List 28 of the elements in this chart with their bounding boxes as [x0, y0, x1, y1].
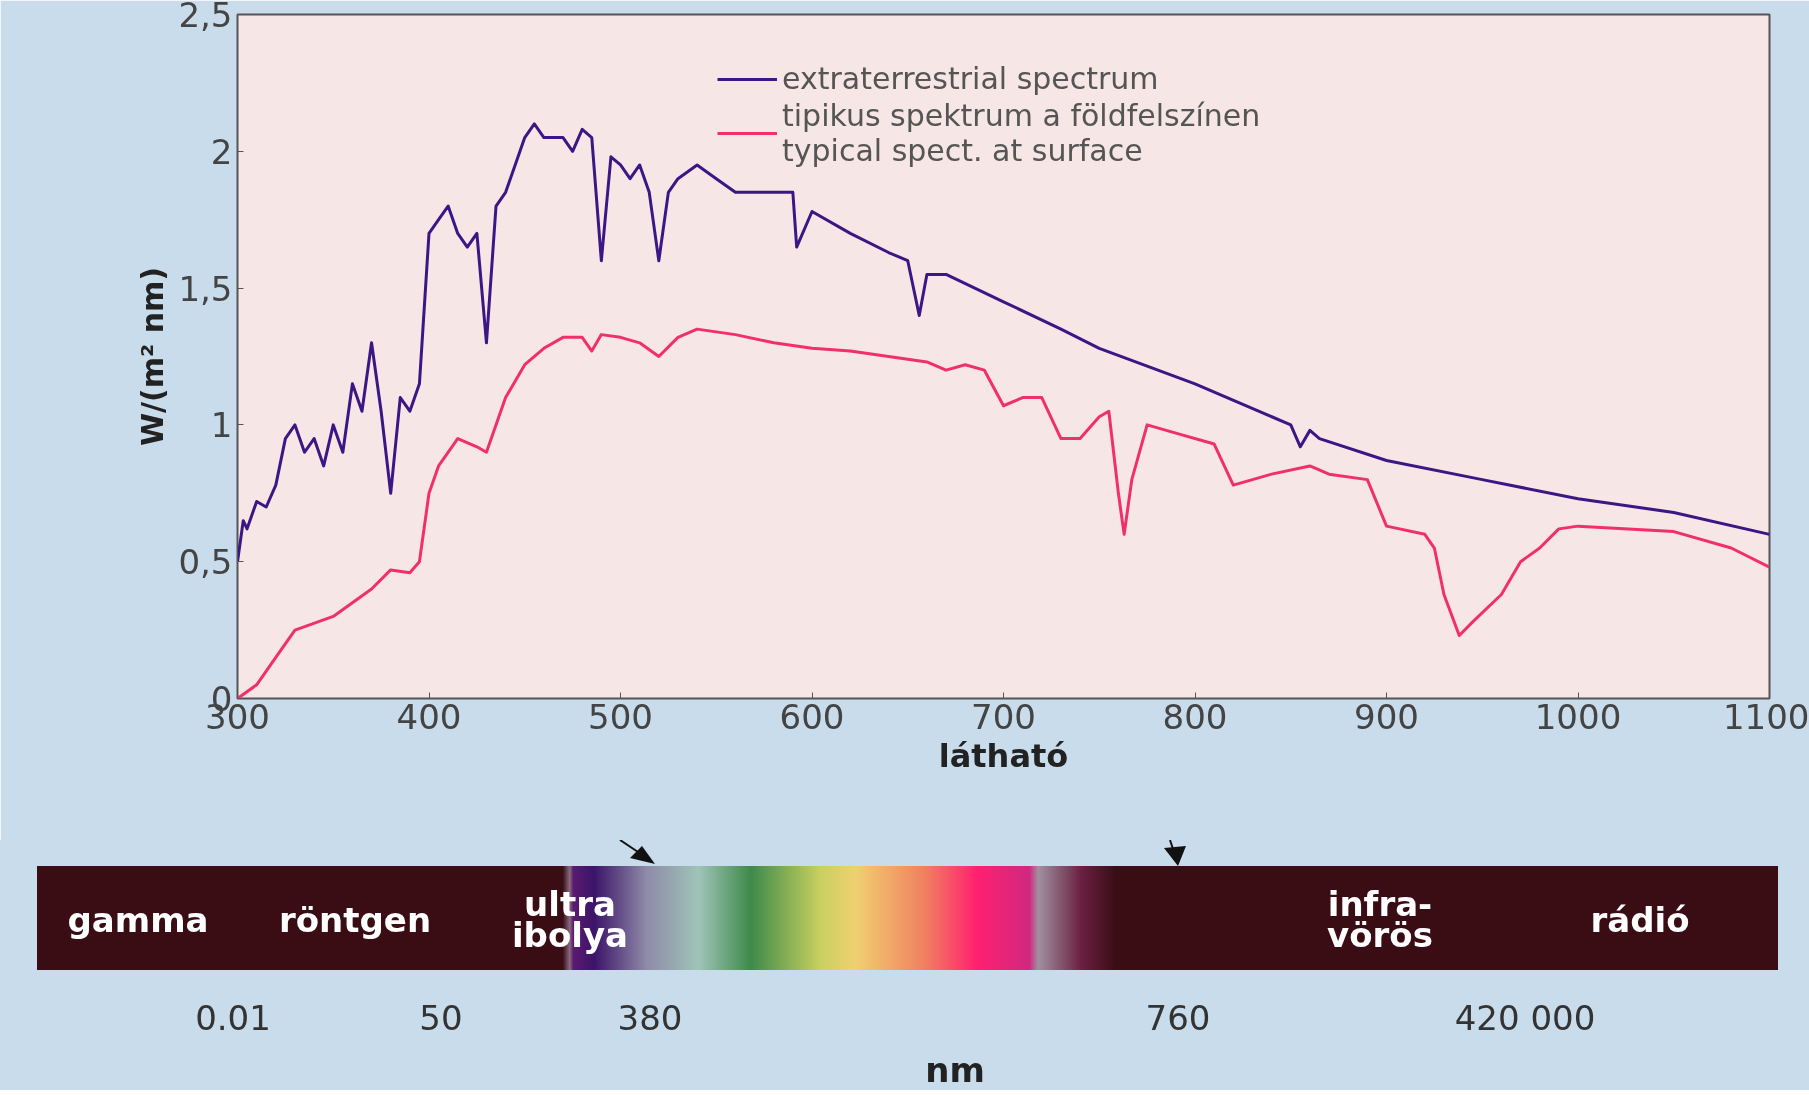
- text: rádió: [1589, 899, 1691, 940]
- x-tick-label: 600: [779, 696, 845, 737]
- y-tick-label: 1: [210, 405, 233, 446]
- x-axis-title: látható: [938, 736, 1069, 775]
- y-tick-label: 0,5: [178, 542, 233, 583]
- x-tick-label: 500: [588, 696, 653, 737]
- x-tick-label: 1000: [1534, 696, 1622, 737]
- legend-label: extraterrestrial spectrum: [782, 61, 1159, 96]
- text: röntgen: [278, 899, 432, 940]
- x-tick-label: 900: [1354, 696, 1419, 737]
- y-tick-label: 1,5: [178, 268, 233, 309]
- text: 420 000: [1453, 998, 1597, 1038]
- y-axis-title: W/(m² nm): [135, 267, 171, 446]
- text: 50: [419, 998, 463, 1038]
- text: gamma: [67, 899, 209, 940]
- text: infra- vörös: [1326, 884, 1434, 955]
- text: 380: [617, 998, 683, 1038]
- y-tick-label: 2,5: [178, 0, 233, 35]
- x-tick-label: 800: [1162, 696, 1228, 737]
- x-tick-label: 700: [971, 696, 1036, 737]
- text: nm: [924, 1050, 986, 1090]
- text: 760: [1144, 998, 1212, 1038]
- legend-label: tipikus spektrum a földfelszínen typical spect. at surface: [782, 98, 1261, 168]
- x-tick-label: 1100: [1722, 696, 1809, 737]
- x-tick-label: 400: [396, 696, 462, 737]
- text: 0.01: [195, 998, 271, 1038]
- y-tick-label: 2: [210, 131, 233, 172]
- text: ultra ibolya: [511, 884, 629, 955]
